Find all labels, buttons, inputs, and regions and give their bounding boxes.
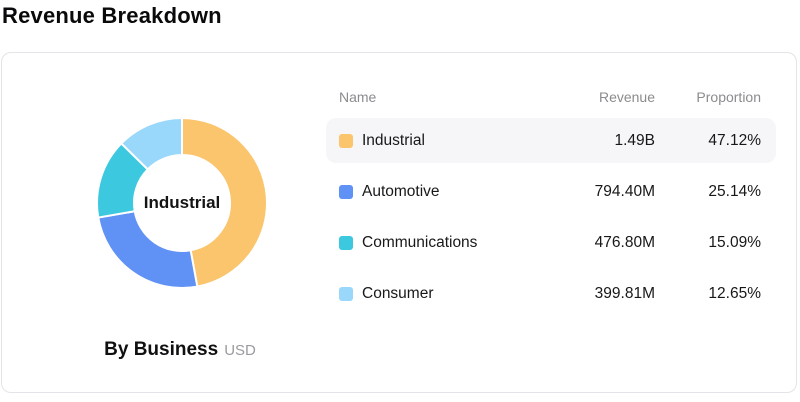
legend-swatch-communications	[339, 235, 353, 250]
row-proportion: 25.14%	[708, 182, 761, 200]
row-revenue: 476.80M	[594, 233, 655, 251]
row-proportion: 47.12%	[708, 131, 761, 149]
row-proportion: 12.65%	[708, 284, 761, 302]
revenue-breakdown-card: Industrial By Business USD Name Revenue P…	[1, 52, 797, 393]
caption-title: By Business	[104, 339, 219, 360]
donut-segment-automotive[interactable]	[97, 210, 199, 289]
row-name: Industrial	[362, 131, 425, 149]
row-name: Consumer	[362, 284, 434, 302]
header-proportion: Proportion	[696, 89, 761, 105]
table-row-3[interactable]: Consumer 399.81M 12.65%	[326, 271, 776, 316]
legend-swatch-automotive	[339, 184, 353, 199]
table-header-row: Name Revenue Proportion	[326, 85, 776, 109]
chart-caption: By Business USD	[2, 339, 358, 361]
segment-table: Name Revenue Proportion Industrial 1.49B…	[326, 85, 776, 322]
row-name: Automotive	[362, 182, 440, 200]
row-revenue: 794.40M	[594, 182, 655, 200]
row-proportion: 15.09%	[708, 233, 761, 251]
page-title: Revenue Breakdown	[2, 3, 222, 28]
header-revenue: Revenue	[598, 89, 655, 105]
legend-swatch-industrial	[339, 133, 353, 148]
row-name: Communications	[362, 233, 478, 251]
table-row-0[interactable]: Industrial 1.49B 47.12%	[326, 118, 776, 163]
header-name: Name	[339, 89, 377, 105]
caption-unit: USD	[224, 342, 256, 359]
table-row-2[interactable]: Communications 476.80M 15.09%	[326, 220, 776, 265]
legend-swatch-consumer	[339, 286, 353, 301]
donut-chart-container: Industrial	[93, 114, 271, 292]
row-revenue: 399.81M	[594, 284, 655, 302]
donut-segment-consumer[interactable]	[120, 117, 183, 171]
table-row-1[interactable]: Automotive 794.40M 25.14%	[326, 169, 776, 214]
row-revenue: 1.49B	[614, 131, 655, 149]
donut-chart[interactable]	[93, 114, 271, 292]
donut-segment-industrial[interactable]	[181, 117, 268, 288]
